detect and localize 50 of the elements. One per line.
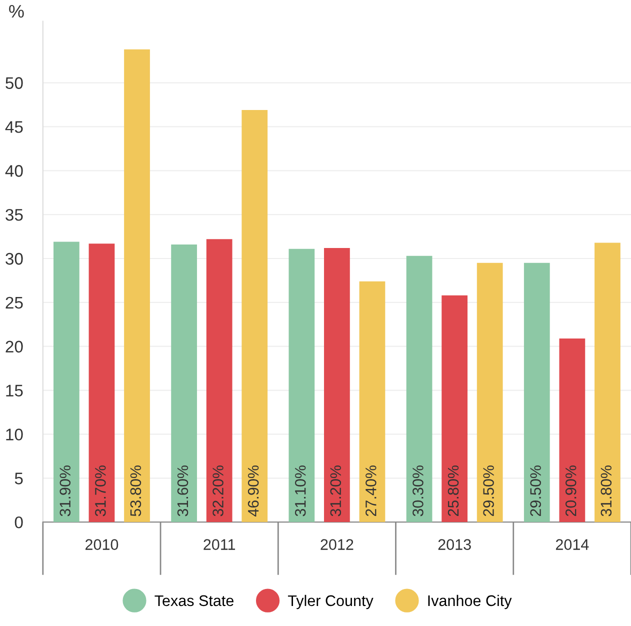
y-tick-label: 15 [6, 384, 23, 396]
data-label: 31.80% [600, 466, 612, 516]
bar [206, 239, 232, 522]
y-tick-label: 35 [6, 208, 23, 221]
data-label: 53.80% [130, 466, 142, 516]
bar [171, 244, 197, 522]
bar [359, 281, 386, 522]
data-label: 31.20% [330, 466, 342, 516]
bar [524, 262, 550, 522]
data-label: 32.20% [212, 466, 224, 516]
y-tick-label: 25 [6, 296, 23, 309]
data-label: 20.90% [565, 466, 576, 516]
data-label: 31.70% [95, 466, 106, 516]
x-tick-label: 2010 [85, 539, 118, 550]
y-tick-label: 30 [6, 252, 23, 265]
y-tick-label: 50 [6, 77, 23, 89]
data-label: 29.50% [530, 466, 542, 516]
data-label: 31.60% [177, 466, 188, 516]
legend-label: Ivanhoe City [428, 594, 512, 610]
data-label: 31.10% [294, 466, 306, 516]
bar [242, 110, 268, 522]
data-label: 27.40% [366, 466, 376, 516]
bar [559, 338, 586, 522]
data-label: 30.30% [412, 466, 424, 516]
y-tick-label: 0 [14, 516, 23, 528]
y-tick-label: 45 [5, 121, 23, 133]
y-tick-label: 5 [14, 472, 23, 484]
bar [88, 244, 115, 522]
y-tick-label: 40 [5, 165, 23, 177]
data-label: 25.80% [448, 466, 459, 516]
legend-label: Tyler County [288, 594, 374, 610]
bar [53, 242, 80, 522]
data-label: 29.50% [483, 466, 494, 516]
bar [594, 242, 620, 522]
y-axis-title: % [9, 5, 24, 18]
x-tick-label: 2014 [556, 539, 589, 550]
bar [324, 248, 350, 522]
y-tick-label: 20 [6, 340, 23, 353]
legend-label: Texas State [154, 595, 234, 606]
data-label: 46.90% [248, 466, 259, 516]
bar [476, 262, 503, 522]
bar [288, 248, 315, 522]
x-tick-label: 2011 [204, 539, 236, 550]
x-tick-label: 2013 [438, 539, 471, 550]
bar [406, 256, 432, 522]
data-label: 31.90% [60, 466, 71, 516]
bar [442, 295, 468, 522]
bar [124, 49, 150, 522]
y-tick-label: 10 [6, 428, 23, 440]
x-tick-label: 2012 [320, 539, 354, 550]
